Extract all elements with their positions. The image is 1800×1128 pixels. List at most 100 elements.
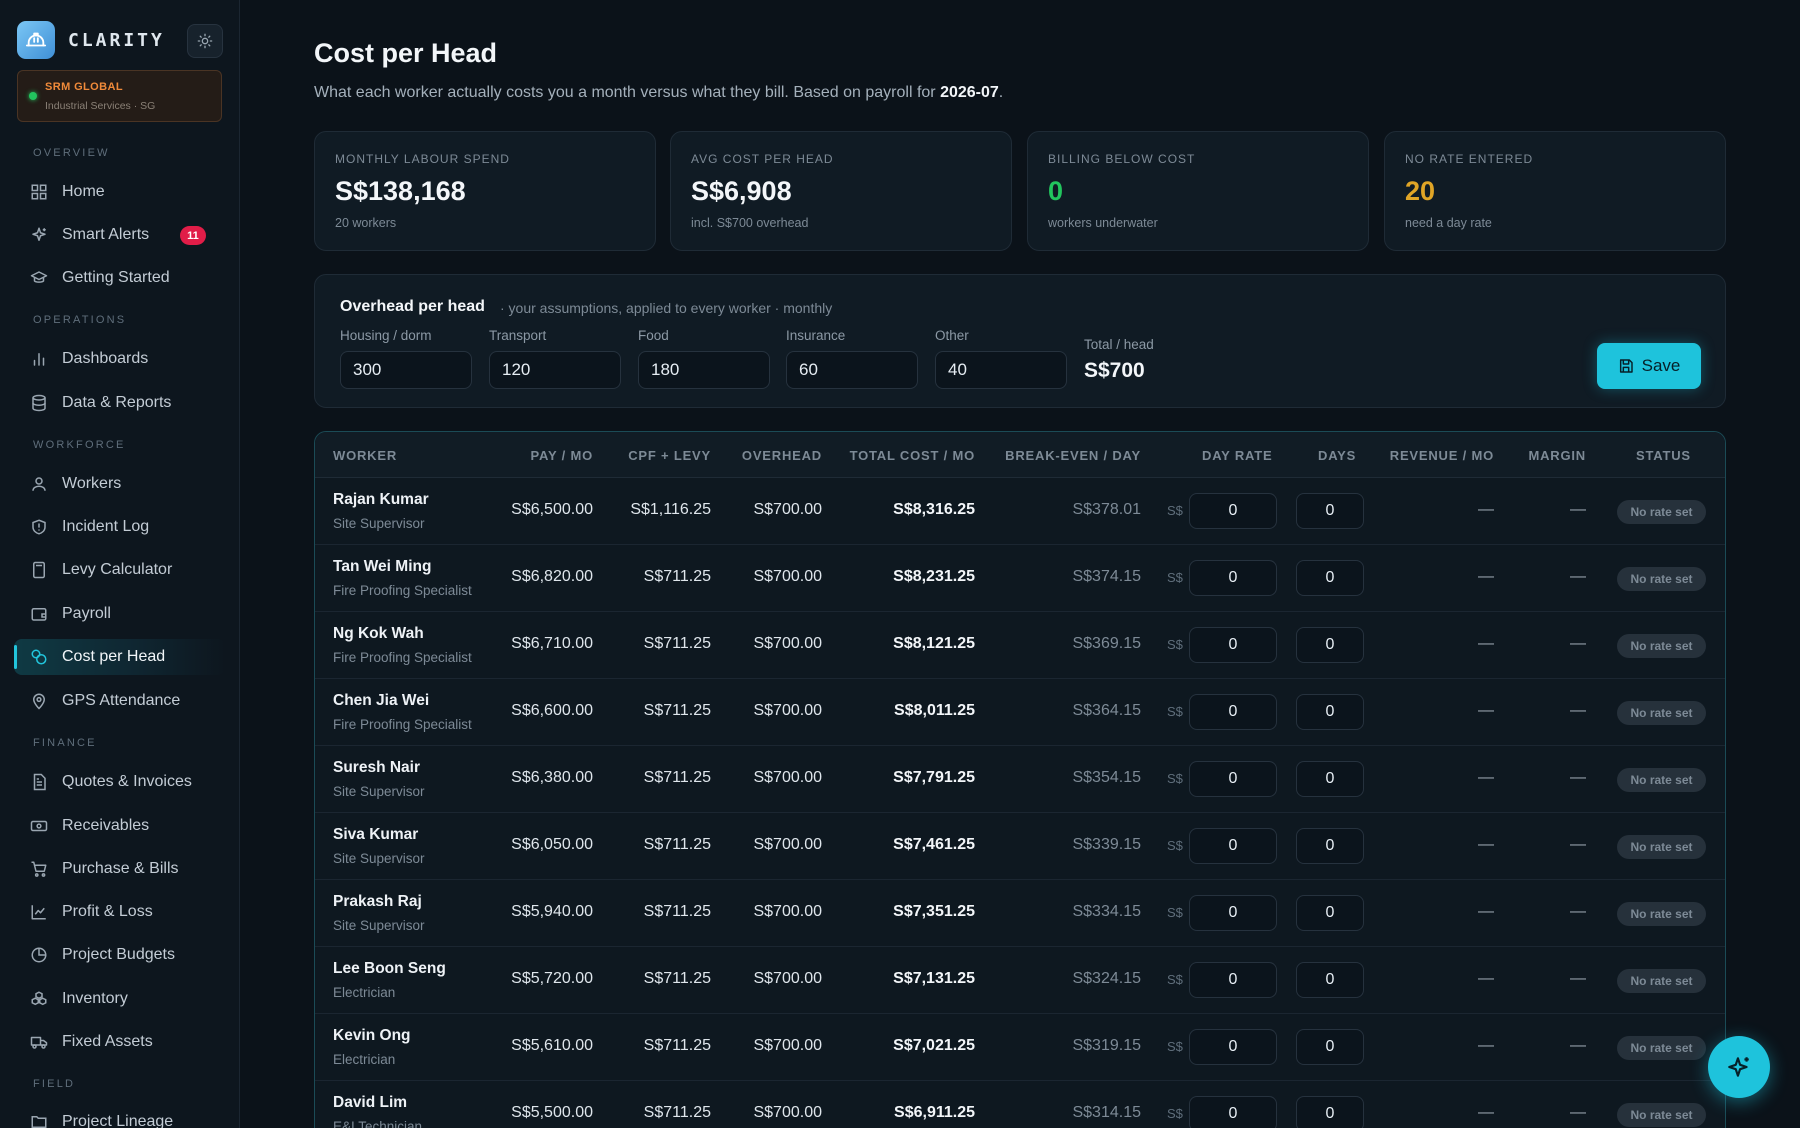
break-even-cell: S$354.15 [1072, 769, 1141, 786]
status-badge: No rate set [1617, 1036, 1706, 1060]
column-header-breakeven[interactable]: BREAK-EVEN / DAY [1005, 448, 1141, 463]
worker-role: E&I Technician [333, 1119, 423, 1128]
column-header-worker[interactable]: WORKER [333, 448, 398, 463]
insurance-input[interactable] [786, 351, 918, 389]
table-header: WORKER PAY / MO CPF + LEVY OVERHEAD TOTA… [315, 432, 1725, 478]
pay-cell: S$6,600.00 [511, 702, 593, 719]
column-header-revenue[interactable]: REVENUE / MO [1389, 448, 1494, 463]
column-header-total[interactable]: TOTAL COST / MO [849, 448, 975, 463]
worker-name[interactable]: Rajan Kumar [333, 491, 429, 508]
break-even-cell: S$334.15 [1072, 903, 1141, 920]
cpf-levy-cell: S$711.25 [643, 568, 711, 585]
day-rate-input[interactable] [1189, 1096, 1277, 1128]
nav-item-incident-log[interactable]: Incident Log [14, 509, 226, 545]
days-input[interactable] [1296, 560, 1364, 596]
worker-role: Site Supervisor [333, 516, 425, 531]
nav-item-fixed-assets[interactable]: Fixed Assets [14, 1024, 226, 1060]
worker-name[interactable]: Tan Wei Ming [333, 558, 432, 575]
day-rate-input[interactable] [1189, 828, 1277, 864]
cpf-levy-cell: S$711.25 [643, 970, 711, 987]
overhead-cell: S$700.00 [753, 769, 822, 786]
day-rate-input[interactable] [1189, 761, 1277, 797]
day-rate-input[interactable] [1189, 627, 1277, 663]
days-input[interactable] [1296, 761, 1364, 797]
worker-role: Site Supervisor [333, 784, 425, 799]
revenue-cell: — [1478, 769, 1494, 786]
nav-item-workers[interactable]: Workers [14, 466, 226, 502]
day-rate-input[interactable] [1189, 560, 1277, 596]
column-header-pay[interactable]: PAY / MO [530, 448, 593, 463]
worker-name[interactable]: Chen Jia Wei [333, 692, 430, 709]
housing-input[interactable] [340, 351, 472, 389]
worker-name[interactable]: David Lim [333, 1094, 408, 1111]
days-input[interactable] [1296, 627, 1364, 663]
nav-item-payroll[interactable]: Payroll [14, 596, 226, 632]
nav-item-quotes-invoices[interactable]: Quotes & Invoices [14, 764, 226, 800]
food-input[interactable] [638, 351, 770, 389]
day-rate-input[interactable] [1189, 962, 1277, 998]
overhead-cell: S$700.00 [753, 970, 822, 987]
worker-name[interactable]: Kevin Ong [333, 1027, 411, 1044]
day-rate-input[interactable] [1189, 1029, 1277, 1065]
revenue-cell: — [1478, 836, 1494, 853]
nav-item-profit-loss[interactable]: Profit & Loss [14, 894, 226, 930]
nav-item-data-reports[interactable]: Data & Reports [14, 385, 226, 421]
nav-item-purchase-bills[interactable]: Purchase & Bills [14, 851, 226, 887]
column-header-cpf[interactable]: CPF + LEVY [628, 448, 711, 463]
days-input[interactable] [1296, 962, 1364, 998]
nav-item-levy-calculator[interactable]: Levy Calculator [14, 552, 226, 588]
currency-prefix: S$ [1167, 905, 1183, 920]
save-button[interactable]: Save [1597, 343, 1701, 389]
currency-prefix: S$ [1167, 1106, 1183, 1121]
nav-item-inventory[interactable]: Inventory [14, 981, 226, 1017]
nav-item-dashboards[interactable]: Dashboards [14, 341, 226, 377]
total-cost-cell: S$8,011.25 [894, 702, 975, 719]
org-switcher[interactable]: SRM GLOBAL Industrial Services · SG [17, 70, 222, 122]
total-cost-cell: S$7,461.25 [893, 836, 975, 853]
theme-toggle-button[interactable] [187, 24, 223, 58]
transport-input[interactable] [489, 351, 621, 389]
nav-item-project-budgets[interactable]: Project Budgets [14, 937, 226, 973]
days-input[interactable] [1296, 694, 1364, 730]
overhead-cell: S$700.00 [753, 1104, 822, 1121]
day-rate-input[interactable] [1189, 895, 1277, 931]
worker-name[interactable]: Siva Kumar [333, 826, 419, 843]
worker-name[interactable]: Suresh Nair [333, 759, 421, 776]
currency-prefix: S$ [1167, 838, 1183, 853]
nav-item-gps-attendance[interactable]: GPS Attendance [14, 683, 226, 719]
nav-item-label: Project Budgets [62, 946, 175, 963]
column-header-overhead[interactable]: OVERHEAD [741, 448, 822, 463]
nav-item-smart-alerts[interactable]: Smart Alerts 11 [14, 217, 226, 253]
cpf-levy-cell: S$711.25 [643, 769, 711, 786]
worker-role: Site Supervisor [333, 851, 425, 866]
nav-item-label: Data & Reports [62, 394, 172, 411]
days-input[interactable] [1296, 1096, 1364, 1128]
day-rate-input[interactable] [1189, 694, 1277, 730]
column-header-status[interactable]: STATUS [1636, 448, 1691, 463]
column-header-margin[interactable]: MARGIN [1528, 448, 1586, 463]
nav-item-home[interactable]: Home [14, 174, 226, 210]
days-input[interactable] [1296, 1029, 1364, 1065]
break-even-cell: S$339.15 [1072, 836, 1141, 853]
nav-item-receivables[interactable]: Receivables [14, 808, 226, 844]
column-header-day-rate[interactable]: DAY RATE [1202, 448, 1273, 463]
total-cost-cell: S$8,316.25 [893, 501, 975, 518]
nav-item-project-lineage[interactable]: Project Lineage [14, 1104, 226, 1128]
table-row: Kevin Ong Electrician S$5,610.00 S$711.25 S$… [315, 1014, 1725, 1081]
nav-item-cost-per-head[interactable]: Cost per Head [14, 639, 226, 675]
column-header-days[interactable]: DAYS [1318, 448, 1357, 463]
pay-cell: S$6,380.00 [511, 769, 593, 786]
status-badge: No rate set [1617, 634, 1706, 658]
margin-cell: — [1570, 1104, 1586, 1121]
days-input[interactable] [1296, 493, 1364, 529]
worker-name[interactable]: Lee Boon Seng [333, 960, 446, 977]
ai-assistant-button[interactable] [1708, 1036, 1770, 1098]
worker-name[interactable]: Ng Kok Wah [333, 625, 424, 642]
worker-name[interactable]: Prakash Raj [333, 893, 422, 910]
days-input[interactable] [1296, 828, 1364, 864]
day-rate-input[interactable] [1189, 493, 1277, 529]
other-input[interactable] [935, 351, 1067, 389]
stat-label: NO RATE ENTERED [1405, 152, 1534, 166]
days-input[interactable] [1296, 895, 1364, 931]
nav-item-getting-started[interactable]: Getting Started [14, 260, 226, 296]
